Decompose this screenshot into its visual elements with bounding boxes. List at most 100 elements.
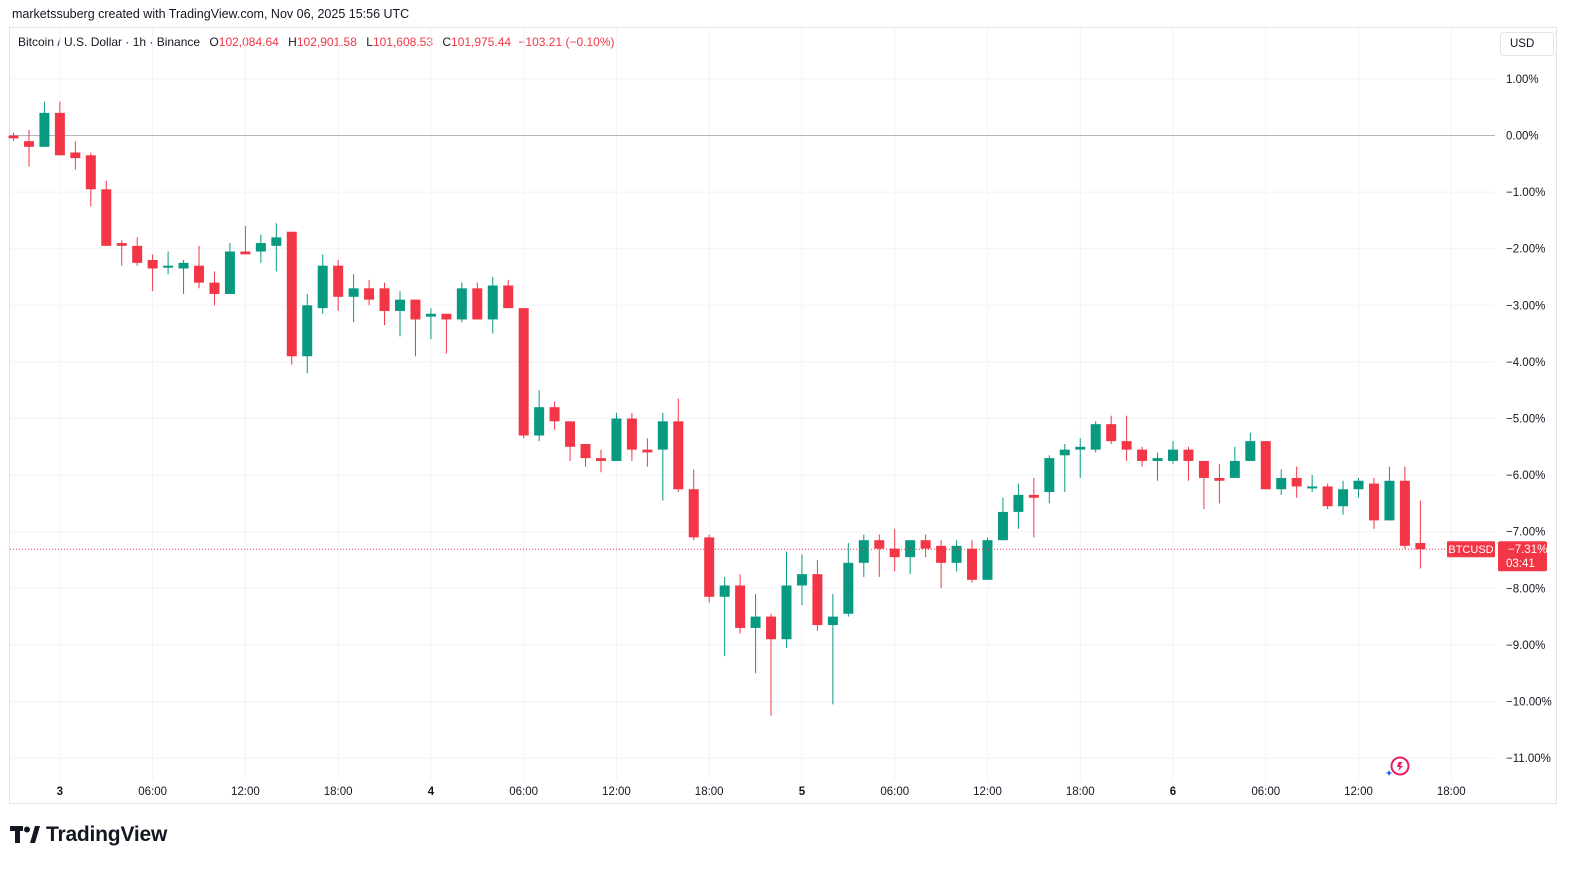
candle-up[interactable] <box>982 537 993 580</box>
candle-down[interactable] <box>626 412 637 461</box>
candle-up[interactable] <box>1168 441 1178 464</box>
candle-down[interactable] <box>1368 477 1379 529</box>
currency-button[interactable]: USD <box>1500 32 1554 56</box>
candle-down[interactable] <box>85 152 96 207</box>
candle-up[interactable] <box>271 223 282 272</box>
candle-down[interactable] <box>116 240 127 266</box>
candle-up[interactable] <box>750 593 761 674</box>
candle-up[interactable] <box>781 551 792 648</box>
candle-down[interactable] <box>565 421 576 461</box>
candle-down[interactable] <box>8 132 19 142</box>
candle-down[interactable] <box>595 449 606 473</box>
candle-down[interactable] <box>147 254 158 292</box>
candle-up[interactable] <box>1276 469 1287 495</box>
candle-down[interactable] <box>70 141 81 170</box>
assistant-spark-icon[interactable] <box>1386 756 1410 777</box>
candle-up[interactable] <box>1384 466 1395 521</box>
candle-up[interactable] <box>395 291 405 337</box>
candle-up[interactable] <box>487 277 498 334</box>
candle-down[interactable] <box>1121 415 1132 461</box>
candle-up[interactable] <box>1059 443 1070 493</box>
candle-body <box>936 545 947 563</box>
candle-down[interactable] <box>410 299 421 357</box>
candle-down[interactable] <box>936 540 947 589</box>
candle-up[interactable] <box>1090 421 1101 453</box>
candle-up[interactable] <box>1152 452 1163 481</box>
candle-down[interactable] <box>1106 415 1117 444</box>
candle-up[interactable] <box>534 390 545 442</box>
candle-down[interactable] <box>1322 483 1333 510</box>
candle-down[interactable] <box>920 534 931 558</box>
candle-body <box>750 616 761 628</box>
candle-down[interactable] <box>441 313 452 354</box>
candle-down[interactable] <box>1137 446 1148 467</box>
candle-down[interactable] <box>580 443 591 467</box>
candle-down[interactable] <box>688 469 699 541</box>
candle-up[interactable] <box>719 576 730 657</box>
candle-down[interactable] <box>132 237 143 266</box>
candle-up[interactable] <box>1353 477 1364 498</box>
candle-down[interactable] <box>209 271 220 306</box>
candle-up[interactable] <box>843 543 854 617</box>
candle-down[interactable] <box>1260 441 1271 490</box>
candle-down[interactable] <box>642 438 653 467</box>
candle-down[interactable] <box>472 282 483 320</box>
candle-up[interactable] <box>1307 475 1318 493</box>
candle-down[interactable] <box>194 245 205 289</box>
candle-up[interactable] <box>827 593 838 705</box>
candle-down[interactable] <box>364 279 375 306</box>
candle-up[interactable] <box>1013 483 1024 529</box>
candle-down[interactable] <box>704 534 715 603</box>
candle-down[interactable] <box>1028 477 1039 538</box>
candle-down[interactable] <box>889 528 900 572</box>
candle-down[interactable] <box>54 101 65 156</box>
candle-up[interactable] <box>951 540 962 572</box>
candle-down[interactable] <box>1214 463 1225 504</box>
candle-down[interactable] <box>549 401 560 430</box>
symbol-title[interactable]: Bitcoin / U.S. Dollar · 1h · Binance <box>18 35 201 49</box>
candle-up[interactable] <box>1338 480 1349 515</box>
candle-down[interactable] <box>1291 466 1302 498</box>
candle-up[interactable] <box>1229 446 1240 478</box>
candle-up[interactable] <box>163 251 174 275</box>
candle-up[interactable] <box>905 540 916 575</box>
candle-up[interactable] <box>255 234 266 263</box>
candle-up[interactable] <box>796 554 807 606</box>
candle-down[interactable] <box>240 226 251 255</box>
candle-down[interactable] <box>967 540 978 583</box>
candle-up[interactable] <box>302 293 313 374</box>
candle-down[interactable] <box>23 129 34 167</box>
candle-up[interactable] <box>224 243 235 294</box>
candle-up[interactable] <box>858 534 869 577</box>
candle-up[interactable] <box>39 101 50 147</box>
candle-up[interactable] <box>997 497 1008 541</box>
candle-down[interactable] <box>1399 466 1410 549</box>
candle-up[interactable] <box>1075 438 1086 478</box>
candle-down[interactable] <box>333 260 344 311</box>
candle-down[interactable] <box>1198 460 1209 510</box>
candle-down[interactable] <box>766 613 777 716</box>
candle-body <box>1090 424 1101 450</box>
candle-up[interactable] <box>657 412 668 501</box>
candle-down[interactable] <box>101 180 112 246</box>
candle-up[interactable] <box>178 260 189 294</box>
candle-up[interactable] <box>1245 432 1256 461</box>
candle-down[interactable] <box>874 534 885 577</box>
candle-up[interactable] <box>317 254 328 314</box>
candle-down[interactable] <box>1183 446 1194 481</box>
tradingview-logo[interactable]: TradingView <box>10 823 167 847</box>
candle-up[interactable] <box>456 282 467 323</box>
candle-down[interactable] <box>503 279 514 309</box>
candle-up[interactable] <box>425 308 436 340</box>
candle-down[interactable] <box>286 231 297 365</box>
candle-down[interactable] <box>518 308 529 439</box>
candle-up[interactable] <box>611 412 622 461</box>
candle-down[interactable] <box>735 574 746 634</box>
candle-down[interactable] <box>1415 500 1426 569</box>
candle-up[interactable] <box>1044 455 1055 504</box>
candle-up[interactable] <box>348 274 359 323</box>
candle-down[interactable] <box>812 560 823 631</box>
candle-down[interactable] <box>379 282 390 326</box>
candle-down[interactable] <box>673 398 684 493</box>
